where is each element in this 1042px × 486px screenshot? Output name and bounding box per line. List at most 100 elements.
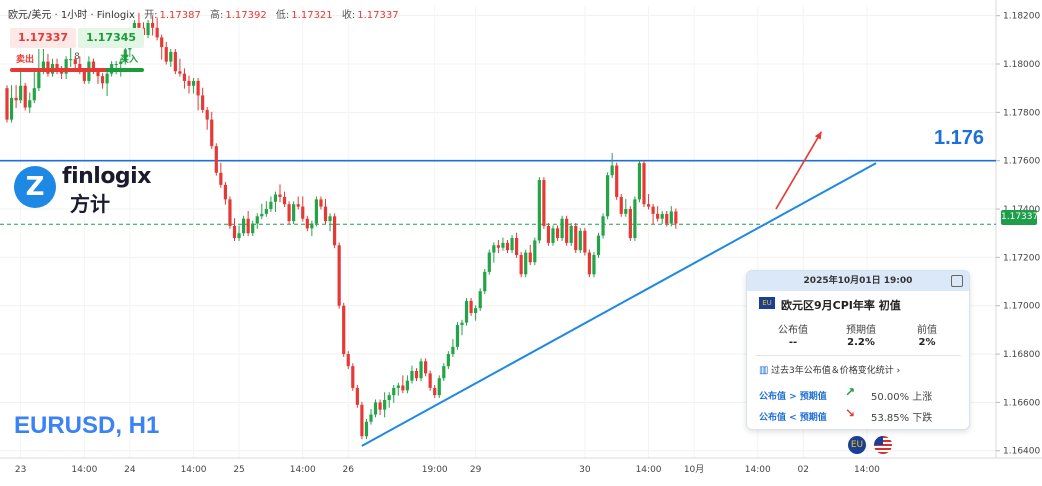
candle-body <box>433 387 437 396</box>
trend-down-icon: ↘ <box>845 406 856 420</box>
candle-body <box>515 238 519 255</box>
candle-body <box>637 163 642 200</box>
candle-body <box>228 199 232 226</box>
candle-body <box>487 252 491 272</box>
us-flag-icon[interactable] <box>874 436 892 454</box>
candle-body <box>660 213 664 219</box>
candle-body <box>251 223 255 234</box>
candle-body <box>442 366 446 379</box>
time-tick-label: 30 <box>579 465 591 475</box>
candle-body <box>501 242 505 248</box>
candle-body <box>201 95 205 110</box>
candle-body <box>169 51 173 62</box>
candle-body <box>78 64 82 72</box>
candle-body <box>73 59 77 65</box>
buy-button[interactable]: 1.17345 <box>78 28 144 48</box>
candle-body <box>360 404 364 437</box>
candle-body <box>496 245 500 248</box>
candle-body <box>328 216 332 222</box>
candle-body <box>23 85 27 108</box>
candle-body <box>14 97 18 101</box>
candle-body <box>151 22 155 28</box>
candle-body <box>246 218 250 234</box>
time-tick-label: 14:00 <box>636 465 662 475</box>
candle-body <box>314 199 318 224</box>
history-stats-link[interactable]: ▥ 过去3年公布值＆价格变化统计 › <box>759 365 901 376</box>
candle-body <box>510 238 514 251</box>
candle-body <box>646 204 651 207</box>
time-tick-label: 24 <box>124 465 136 475</box>
candle-body <box>91 61 96 72</box>
open-label: 开: <box>144 10 158 21</box>
candle-body <box>41 61 45 72</box>
candle-body <box>542 180 546 226</box>
candle-body <box>387 395 391 400</box>
time-tick-label: 14:00 <box>854 465 880 475</box>
candle-body <box>55 64 59 69</box>
candle-body <box>410 370 414 381</box>
divider <box>755 355 961 356</box>
up-probability: 50.00% 上涨 <box>871 392 933 403</box>
calendar-icon[interactable] <box>951 275 963 287</box>
candle-body <box>255 216 259 224</box>
candle-body <box>455 325 460 347</box>
candle-body <box>419 361 423 379</box>
price-tick-label: 1.16600 <box>1003 398 1040 408</box>
candle-body <box>583 230 587 253</box>
candle-body <box>319 199 323 207</box>
candle-body <box>669 211 673 224</box>
price-tick-label: 1.16800 <box>1003 350 1040 360</box>
candle-body <box>578 230 582 251</box>
candle-body <box>46 61 50 74</box>
price-tick-label: 1.17200 <box>1003 253 1040 263</box>
candle-body <box>428 373 432 388</box>
candle-body <box>610 165 614 176</box>
eu-flag-icon[interactable]: EU <box>848 436 866 454</box>
actual-label: 公布值 <box>778 325 808 336</box>
economic-event-card[interactable]: 2025年10月01日 19:00 EU 欧元区9月CPI年率 初值 公布值 预… <box>746 270 970 430</box>
candle-body <box>565 218 569 243</box>
row-actual-above-forecast: 公布值 > 预期值 <box>759 392 827 402</box>
candle-body <box>105 73 109 84</box>
ascending-trendline[interactable] <box>361 162 877 447</box>
candle-body <box>674 211 678 224</box>
candle-body <box>182 73 187 81</box>
time-tick-label: 14:00 <box>290 465 316 475</box>
candle-body <box>355 387 359 405</box>
time-tick-label: 19:00 <box>422 465 448 475</box>
candle-body <box>282 196 287 205</box>
price-tick-label: 1.18200 <box>1003 12 1040 22</box>
candle-body <box>69 59 73 61</box>
candle-body <box>624 209 628 214</box>
projection-arrow-head <box>814 131 822 140</box>
chevron-right-icon: › <box>896 366 901 376</box>
candle-body <box>601 216 605 236</box>
candle-body <box>405 380 409 391</box>
sell-button[interactable]: 1.17337 <box>10 28 76 48</box>
candle-body <box>333 216 337 246</box>
candle-body <box>656 213 660 219</box>
candle-body <box>287 204 291 222</box>
candle-body <box>633 199 637 239</box>
candle-body <box>100 76 105 84</box>
candle-body <box>278 194 282 197</box>
time-tick-label: 10月 <box>684 464 704 475</box>
logo-mark-icon: Z <box>14 166 56 208</box>
price-tick-label: 1.18000 <box>1003 60 1040 70</box>
candle-body <box>533 240 537 263</box>
candle-body <box>323 206 328 222</box>
candle-body <box>460 322 464 326</box>
candle-body <box>560 218 564 239</box>
candle-body <box>642 163 646 205</box>
time-tick-label: 02 <box>798 465 809 475</box>
candle-body <box>119 61 123 65</box>
finlogix-logo: Z finlogix 方计 <box>14 164 164 216</box>
candle-body <box>392 387 396 396</box>
candle-body <box>114 64 118 66</box>
candle-body <box>260 213 264 217</box>
candle-body <box>651 206 655 214</box>
candle-body <box>464 300 469 323</box>
buy-label: 买入 <box>119 55 138 65</box>
candle-body <box>665 213 669 224</box>
candle-body <box>123 49 127 62</box>
